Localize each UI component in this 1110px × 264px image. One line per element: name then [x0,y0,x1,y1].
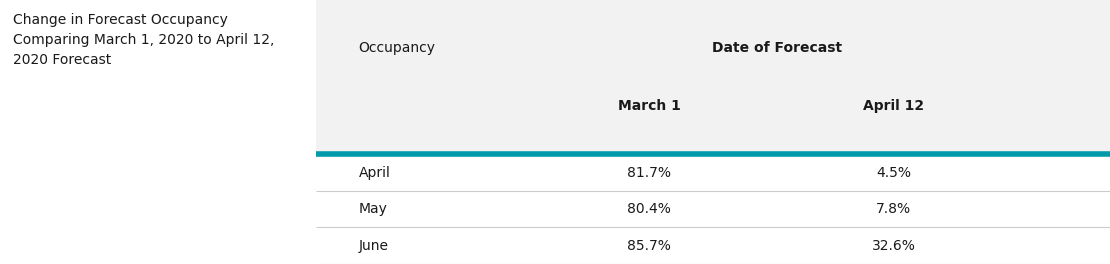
Text: Date of Forecast: Date of Forecast [712,40,842,55]
Text: June: June [359,239,388,253]
Text: 32.6%: 32.6% [871,239,916,253]
Bar [316,228,1110,264]
Text: May: May [359,202,387,216]
Text: 85.7%: 85.7% [627,239,672,253]
Bar [316,0,1110,153]
Text: March 1: March 1 [618,98,680,113]
Bar [316,191,1110,228]
Bar [316,154,1110,191]
Text: April: April [359,166,391,180]
Text: 4.5%: 4.5% [876,166,911,180]
Text: 81.7%: 81.7% [627,166,672,180]
Text: April 12: April 12 [862,98,925,113]
Text: Change in Forecast Occupancy
Comparing March 1, 2020 to April 12,
2020 Forecast: Change in Forecast Occupancy Comparing M… [13,13,274,67]
Text: 7.8%: 7.8% [876,202,911,216]
Text: Occupancy: Occupancy [359,40,435,55]
Text: 80.4%: 80.4% [627,202,672,216]
Bar [0,0,316,264]
